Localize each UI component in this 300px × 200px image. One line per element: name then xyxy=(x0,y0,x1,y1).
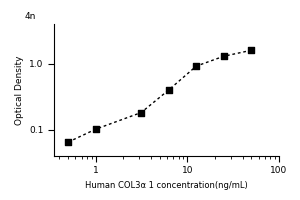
Point xyxy=(166,88,171,92)
Point xyxy=(93,128,98,131)
Point xyxy=(139,111,143,114)
X-axis label: Human COL3α 1 concentration(ng/mL): Human COL3α 1 concentration(ng/mL) xyxy=(85,181,248,190)
Point xyxy=(249,49,254,52)
Point xyxy=(194,65,199,68)
Point xyxy=(221,55,226,58)
Point xyxy=(66,140,70,144)
Text: 4n: 4n xyxy=(25,12,36,21)
Y-axis label: Optical Density: Optical Density xyxy=(15,55,24,125)
